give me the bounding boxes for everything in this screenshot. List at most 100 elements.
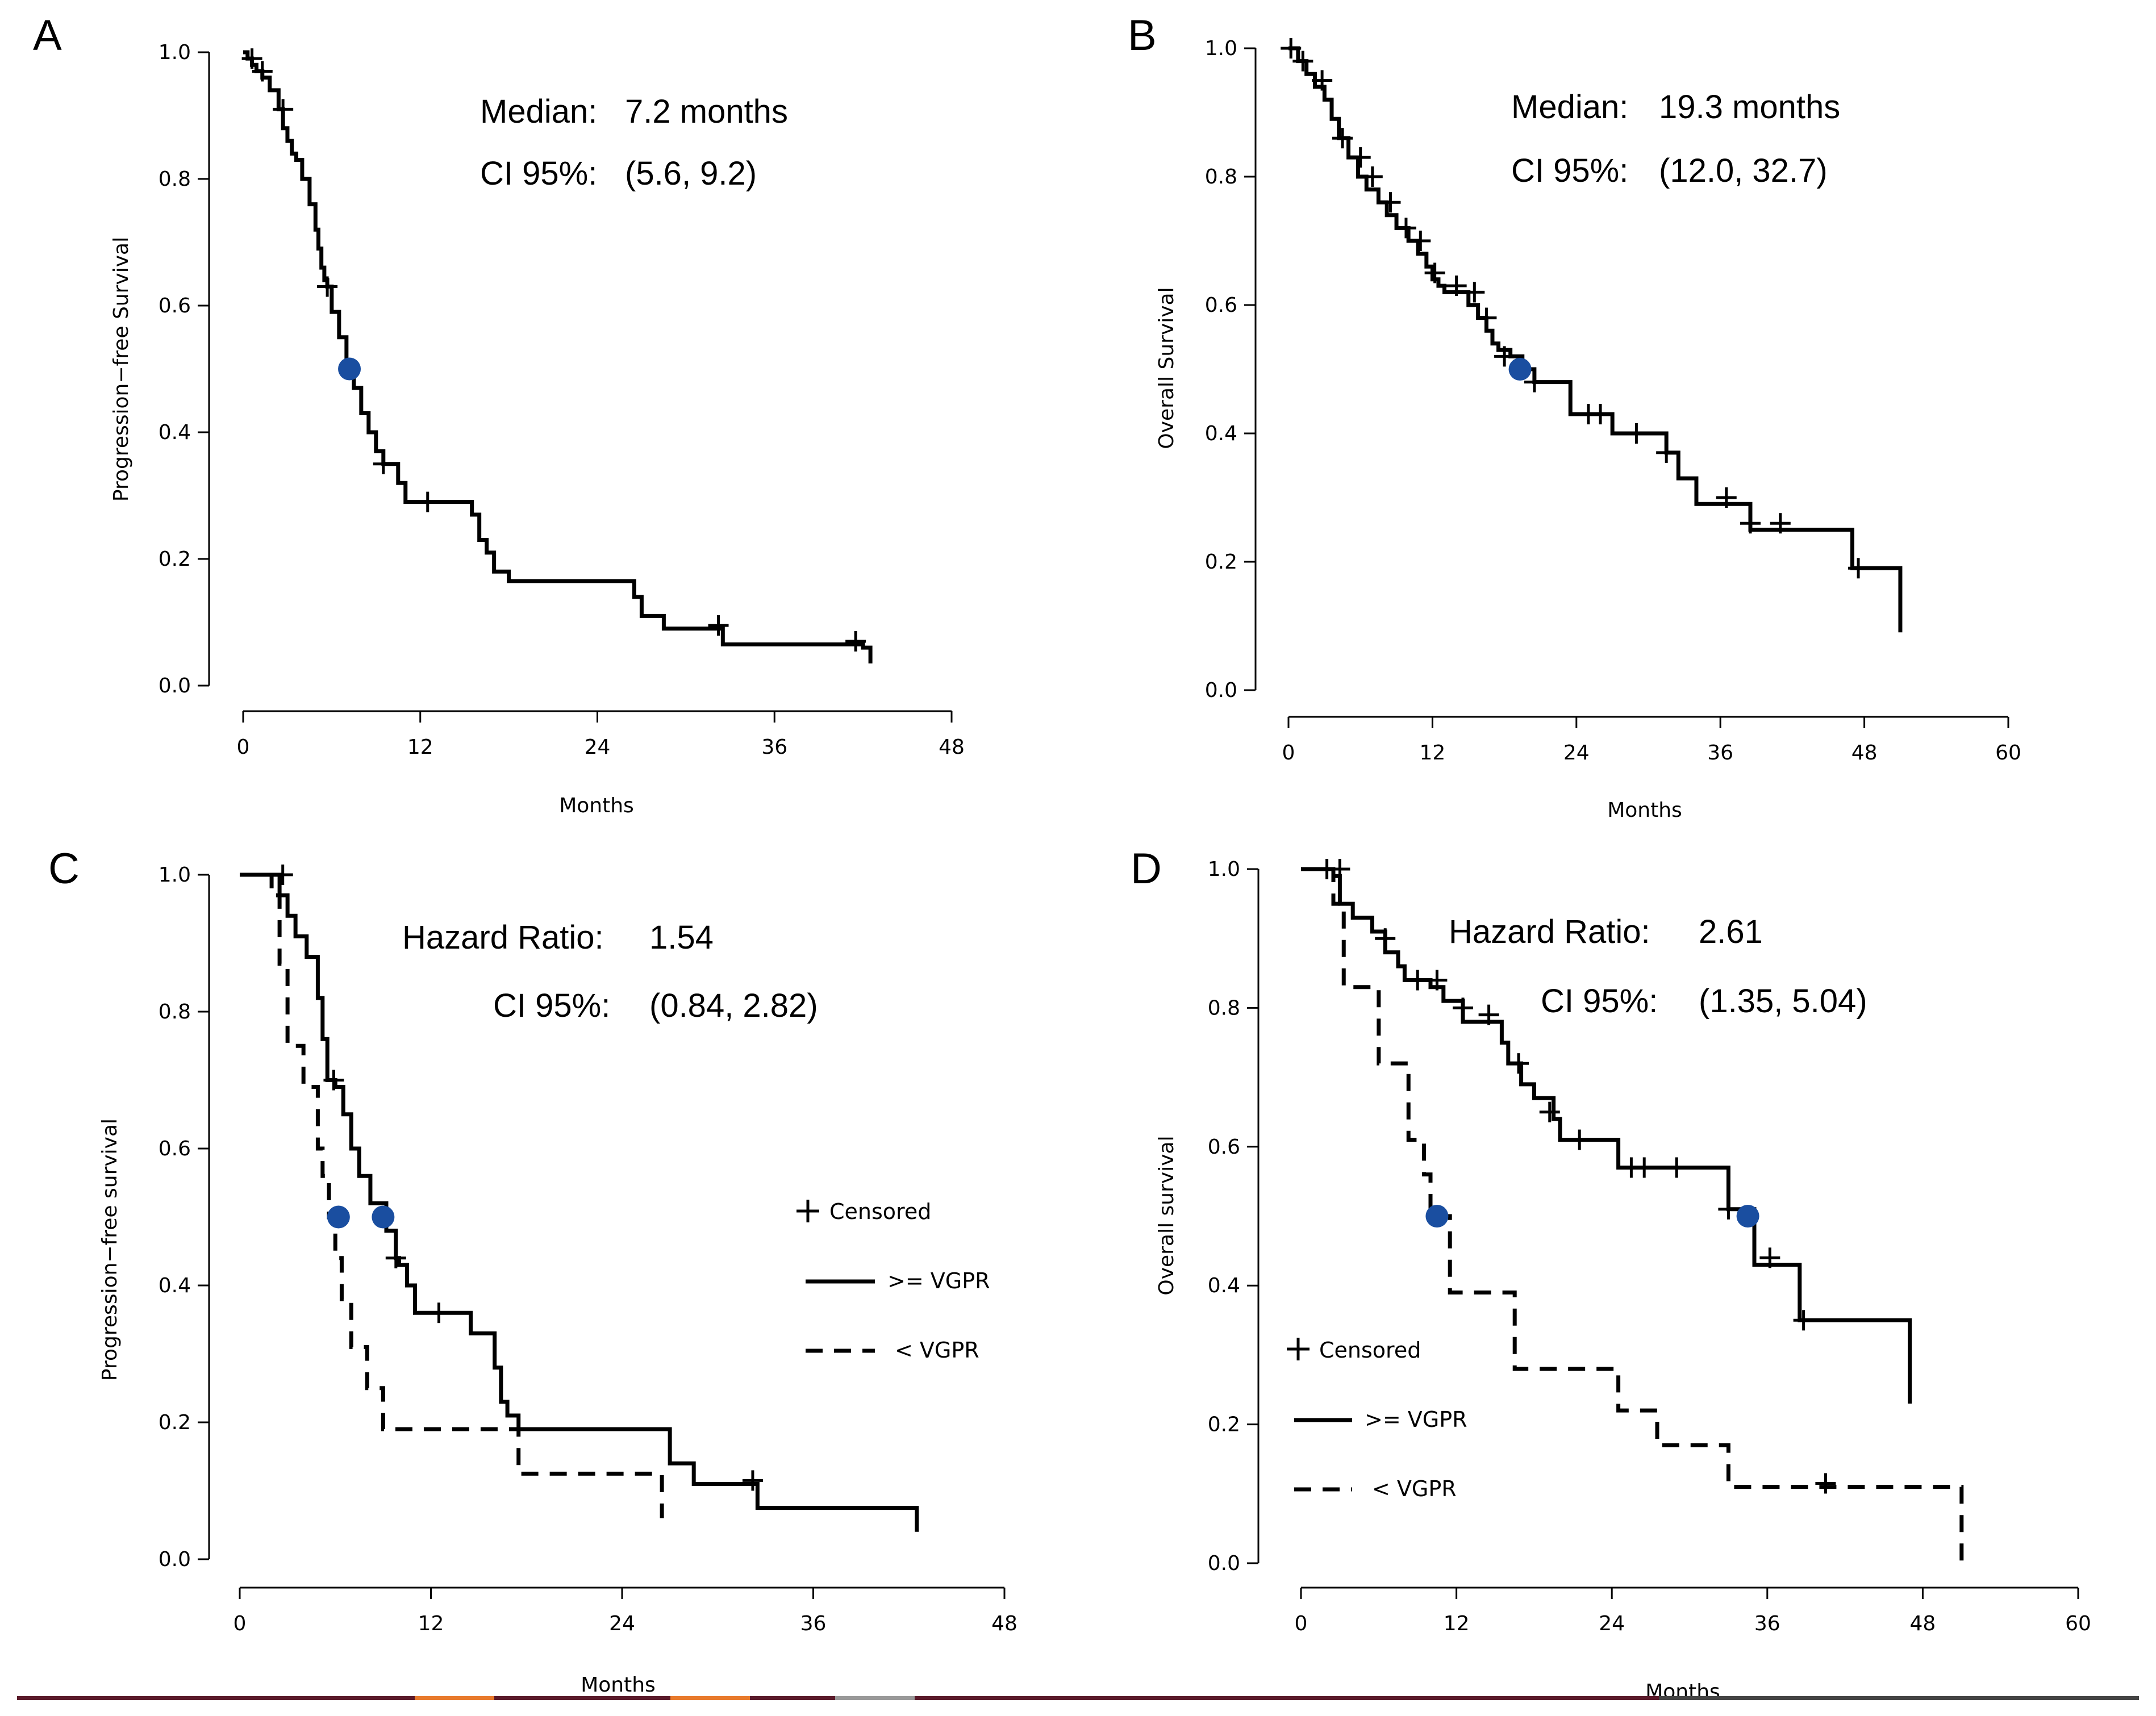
panel-c-annot-label1: Hazard Ratio: — [402, 919, 604, 956]
panel-b-xtick-label: 60 — [1995, 741, 2021, 765]
panel-d-xtick-label: 24 — [1599, 1612, 1625, 1635]
footer-bar-segment — [750, 1696, 835, 1700]
panel-c-ylabel: Progression−free survival — [98, 1118, 122, 1381]
panel-d-xtick-label: 60 — [2065, 1612, 2091, 1635]
panel-b-ytick-label: 0.0 — [1205, 679, 1237, 702]
panel-c-ytick-label: 0.8 — [159, 1000, 191, 1024]
panel-d-xtick-label: 0 — [1295, 1612, 1308, 1635]
panel-a-curves — [241, 48, 873, 663]
panel-c-annot-label2: CI 95%: — [493, 987, 610, 1024]
panel-a-ytick-label: 1.0 — [159, 41, 191, 64]
panel-b-annot-label1: Median: — [1511, 89, 1628, 126]
panel-d-annot-label2: CI 95%: — [1541, 983, 1658, 1020]
panel-c-annot-value1: 1.54 — [649, 919, 714, 956]
panel-c-xlabel: Months — [581, 1673, 656, 1697]
panel-letter-a: A — [33, 11, 62, 60]
panel-letter-b: B — [1128, 11, 1157, 60]
panel-d: D 0.00.20.40.60.81.00 12 24 36 48 60 Months O… — [1131, 845, 2091, 1704]
panel-d-legend: Censored >= VGPR < VGPR — [1287, 1338, 1467, 1501]
panel-c-legend: Censored >= VGPR < VGPR — [796, 1199, 990, 1363]
panel-b-xlabel: Months — [1607, 799, 1682, 822]
panel-b-annot-label2: CI 95%: — [1511, 152, 1628, 189]
panel-d-ylabel: Overall survival — [1155, 1135, 1178, 1295]
footer-bar-segment — [17, 1696, 415, 1700]
panel-b-annot-value2: (12.0, 32.7) — [1659, 152, 1828, 189]
panel-d-ytick-label: 0.4 — [1208, 1274, 1240, 1297]
panel-d-xtick-label: 36 — [1754, 1612, 1780, 1635]
panel-a-ytick-label: 0.8 — [159, 168, 191, 191]
panel-b-axes: 0.0 0.2 0.4 0.6 0.8 1.0 0 12 24 36 48 60 — [1205, 37, 2021, 765]
panel-c-xtick-label: 0 — [233, 1612, 247, 1635]
panel-c-curves — [240, 865, 919, 1532]
panel-a-median-dot — [338, 357, 361, 381]
panel-c-ytick-label: 0.4 — [159, 1274, 191, 1297]
panel-a-ytick-label: 0.4 — [159, 421, 191, 444]
panel-d-median-dot — [1425, 1205, 1449, 1227]
panel-b-xtick-label: 0 — [1282, 741, 1295, 765]
panel-c-xtick-label: 48 — [991, 1612, 1017, 1635]
panel-c-xtick-label: 36 — [800, 1612, 827, 1635]
panel-b-ytick-label: 0.6 — [1205, 294, 1237, 317]
panel-d-ytick-label: 0.2 — [1208, 1413, 1240, 1437]
panel-a-ylabel: Progression−free Survival — [110, 237, 133, 502]
panel-letter-d: D — [1131, 845, 1162, 893]
panel-d-axes: 0.0 0.2 0.4 0.6 0.8 1.0 0 12 24 36 48 60 — [1208, 858, 2091, 1635]
panel-b-xtick-label: 48 — [1851, 741, 1878, 765]
panel-c-median-dot — [327, 1205, 350, 1229]
panel-c-legend-dashed: < VGPR — [895, 1338, 979, 1363]
panel-a-axes: 0.0 0.2 0.4 0.6 0.8 1.0 0 12 24 36 48 — [159, 41, 965, 759]
panel-c-ytick-label: 0.2 — [159, 1411, 191, 1434]
panel-c-ytick-label: 1.0 — [159, 863, 191, 887]
panel-b-ylabel: Overall Survival — [1155, 287, 1178, 449]
panel-d-xtick-label: 12 — [1444, 1612, 1470, 1635]
panel-c-xtick-label: 12 — [418, 1612, 444, 1635]
panel-d-ytick-label: 0.6 — [1208, 1135, 1240, 1159]
panel-a-xtick-label: 36 — [761, 736, 787, 759]
panel-b-ytick-label: 1.0 — [1205, 37, 1237, 60]
footer-bar-segment — [670, 1696, 750, 1700]
panel-a-ytick-label: 0.6 — [159, 294, 191, 318]
panel-b: B 0.0 0.2 0.4 0.6 0.8 1.0 0 12 24 36 48 60 Months O… — [1128, 11, 2021, 822]
panel-b-curves — [1281, 38, 1903, 633]
panel-a-xlabel: Months — [559, 794, 634, 817]
panel-a-annot-label2: CI 95%: — [480, 155, 597, 192]
panel-b-xtick-label: 24 — [1563, 741, 1590, 765]
panel-b-annot-value1: 19.3 months — [1659, 89, 1840, 126]
panel-d-annot-value2: (1.35, 5.04) — [1699, 983, 1867, 1020]
panel-a-curve-all — [243, 50, 873, 663]
footer-bar-segment — [415, 1696, 494, 1700]
panel-c-median-dot — [372, 1205, 395, 1229]
panel-c-legend-solid: >= VGPR — [887, 1268, 990, 1293]
panel-a-annot-label1: Median: — [480, 93, 597, 130]
panel-d-annot-label1: Hazard Ratio: — [1449, 913, 1650, 950]
panel-a-xtick-label: 48 — [939, 736, 965, 759]
panel-d-legend-dashed: < VGPR — [1372, 1476, 1457, 1501]
footer-bar-segment — [915, 1696, 1659, 1700]
panel-d-ytick-label: 0.0 — [1208, 1552, 1240, 1575]
panel-d-curve-lt-vgpr — [1301, 867, 1964, 1563]
panel-a-annot-value2: (5.6, 9.2) — [625, 155, 757, 192]
panel-c-curve-ge-vgpr — [240, 872, 919, 1532]
panel-d-ytick-label: 0.8 — [1208, 996, 1240, 1020]
footer-bar-segment — [835, 1696, 915, 1700]
panel-c-curve-lt-vgpr — [240, 872, 664, 1518]
panel-d-median-dot — [1736, 1205, 1759, 1227]
panel-a-xtick-label: 12 — [407, 736, 433, 759]
panel-d-ytick-label: 1.0 — [1208, 858, 1240, 881]
panel-b-median-dot — [1508, 358, 1532, 381]
footer-bar-segment — [494, 1696, 670, 1700]
panel-d-xtick-label: 48 — [1909, 1612, 1936, 1635]
panel-b-ytick-label: 0.2 — [1205, 550, 1237, 574]
panel-a-ytick-label: 0.2 — [159, 548, 191, 571]
panel-d-legend-censored: Censored — [1319, 1338, 1421, 1363]
panel-c-axes: 0.0 0.2 0.4 0.6 0.8 1.0 0 12 24 36 48 — [159, 863, 1017, 1635]
panel-b-xtick-label: 12 — [1419, 741, 1445, 765]
panel-c-legend-censored: Censored — [829, 1199, 931, 1224]
panel-a-annot-value1: 7.2 months — [625, 93, 788, 130]
panel-b-ytick-label: 0.8 — [1205, 165, 1237, 189]
panel-letter-c: C — [48, 845, 80, 893]
panel-d-curves — [1301, 859, 1964, 1563]
panel-c-ytick-label: 0.6 — [159, 1137, 191, 1160]
panel-d-legend-solid: >= VGPR — [1365, 1407, 1467, 1432]
